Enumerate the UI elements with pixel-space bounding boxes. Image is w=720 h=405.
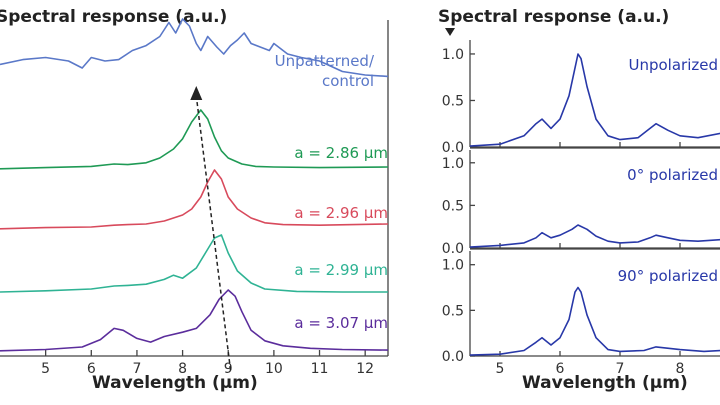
series-line <box>0 109 389 170</box>
series-label: a = 2.99 μm <box>294 261 388 279</box>
panel-series-line <box>469 53 720 147</box>
series-line <box>0 18 389 78</box>
right-panel: 0.0 0.5 1.0 0° polarized <box>442 147 720 257</box>
panel-label: 90° polarized <box>618 267 718 285</box>
panel-y-tick-label: 1.0 <box>442 258 464 274</box>
panel-y-tick-label: 0.0 <box>442 349 464 365</box>
panel-label: Unpolarized <box>628 56 718 74</box>
left-x-ticks: 5 6 7 8 9 10 11 12 <box>41 350 374 377</box>
left-x-tick-label: 6 <box>87 361 96 377</box>
right-x-tick-label: 6 <box>556 361 565 377</box>
left-x-axis-label: Wavelength (μm) <box>92 373 258 393</box>
left-x-tick-label: 9 <box>224 361 233 377</box>
left-x-tick-label: 12 <box>356 361 374 377</box>
panel-y-tick-label: 0.0 <box>442 140 464 156</box>
peak-trend-line <box>195 95 232 371</box>
series-line <box>0 289 389 352</box>
panel-y-tick-label: 1.0 <box>442 47 464 63</box>
axis-direction-marker-icon <box>445 28 455 36</box>
left-chart-title: Spectral response (a.u.) <box>0 7 227 27</box>
left-series-group: Unpatterned/control a = 2.86 μm a = 2.96 μ… <box>0 18 389 352</box>
right-x-axis-label: Wavelength (μm) <box>522 373 688 393</box>
series-label: a = 3.07 μm <box>294 314 388 332</box>
peak-trend-arrow <box>190 86 232 371</box>
left-x-tick-label: 11 <box>311 361 329 377</box>
right-x-tick-label: 5 <box>496 361 505 377</box>
panel-y-tick-label: 0.5 <box>442 198 464 214</box>
series-label: Unpatterned/ <box>275 52 375 70</box>
series-line <box>0 234 388 293</box>
panel-series-line <box>469 286 720 356</box>
right-chart: Spectral response (a.u.) 0.0 0.5 1.0 Unpola… <box>438 7 720 393</box>
panel-series-line <box>469 224 720 248</box>
panel-y-tick-label: 0.5 <box>442 303 464 319</box>
panel-y-tick-label: 1.0 <box>442 156 464 172</box>
right-panel: 0.0 0.5 1.0 Unpolarized <box>442 40 720 156</box>
right-x-tick-label: 7 <box>616 361 625 377</box>
left-chart: Spectral response (a.u.) 5 6 7 8 9 10 11 12 Unp… <box>0 7 389 393</box>
series-label: a = 2.96 μm <box>294 204 388 222</box>
left-x-tick-label: 10 <box>265 361 283 377</box>
series-label: a = 2.86 μm <box>294 144 388 162</box>
right-x-tick-label: 8 <box>676 361 685 377</box>
panel-y-tick-label: 0.5 <box>442 93 464 109</box>
left-x-tick-label: 7 <box>132 361 141 377</box>
panel-label: 0° polarized <box>627 166 718 184</box>
left-x-tick-label: 8 <box>178 361 187 377</box>
arrow-head-icon <box>190 86 203 100</box>
right-panels-group: 0.0 0.5 1.0 Unpolarized 0.0 0.5 1.0 0° polarize… <box>442 40 720 377</box>
right-chart-title: Spectral response (a.u.) <box>438 7 669 27</box>
right-panel: 0.0 0.5 1.0 5 6 7 8 90° polarized <box>442 248 720 377</box>
panel-y-tick-label: 0.0 <box>442 241 464 257</box>
series-label-line2: control <box>322 72 374 90</box>
series-line <box>0 169 389 230</box>
left-x-tick-label: 5 <box>41 361 50 377</box>
